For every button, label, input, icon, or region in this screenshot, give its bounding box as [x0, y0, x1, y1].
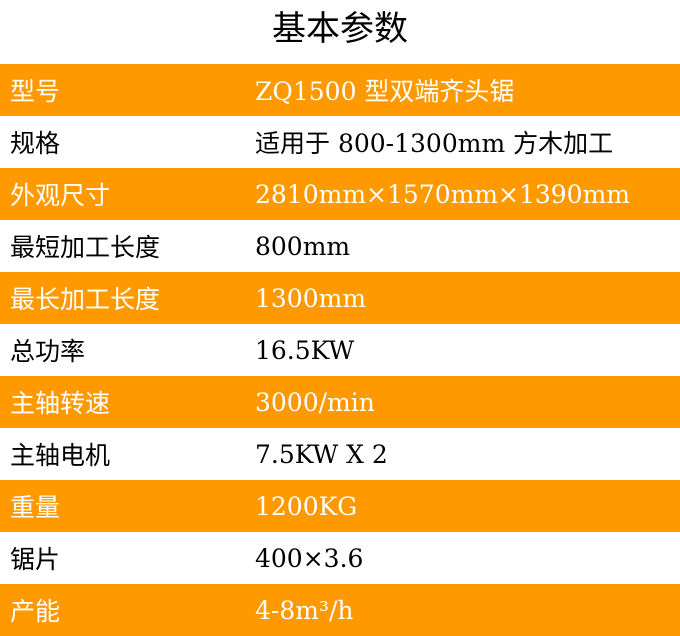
table-row: 主轴电机 7.5KW X 2	[0, 428, 680, 480]
spec-label: 外观尺寸	[10, 181, 111, 210]
spec-label: 规格	[10, 129, 61, 158]
spec-value: 4-8m³/h	[255, 595, 354, 625]
table-row: 规格 适用于 800-1300mm 方木加工	[0, 116, 680, 168]
spec-label: 总功率	[10, 337, 86, 366]
spec-value: 3000/min	[255, 387, 375, 417]
spec-label: 最短加工长度	[10, 233, 161, 262]
spec-value: 1300mm	[255, 283, 367, 313]
table-row: 重量 1200KG	[0, 480, 680, 532]
spec-label: 锯片	[10, 545, 61, 574]
spec-label: 产能	[10, 597, 61, 626]
spec-table: 型号 ZQ1500 型双端齐头锯规格 适用于 800-1300mm 方木加工外观尺寸…	[0, 64, 680, 636]
spec-value: 2810mm×1570mm×1390mm	[255, 179, 630, 209]
table-row: 总功率 16.5KW	[0, 324, 680, 376]
spec-value: 7.5KW X 2	[255, 439, 388, 469]
spec-label: 主轴转速	[10, 389, 111, 418]
spec-label: 型号	[10, 77, 61, 106]
spec-value: 1200KG	[255, 491, 358, 521]
table-row: 最长加工长度 1300mm	[0, 272, 680, 324]
spec-value: 800mm	[255, 231, 351, 261]
spec-value: 16.5KW	[255, 335, 355, 365]
spec-label: 最长加工长度	[10, 285, 161, 314]
spec-value: 适用于 800-1300mm 方木加工	[255, 129, 614, 158]
table-row: 锯片 400×3.6	[0, 532, 680, 584]
spec-value: ZQ1500 型双端齐头锯	[255, 77, 515, 106]
page-title: 基本参数	[272, 9, 408, 49]
spec-label: 重量	[10, 493, 61, 522]
table-row: 最短加工长度 800mm	[0, 220, 680, 272]
table-row: 外观尺寸 2810mm×1570mm×1390mm	[0, 168, 680, 220]
table-row: 产能 4-8m³/h	[0, 584, 680, 636]
spec-value: 400×3.6	[255, 543, 364, 573]
spec-label: 主轴电机	[10, 441, 111, 470]
table-row: 型号 ZQ1500 型双端齐头锯	[0, 64, 680, 116]
table-row: 主轴转速 3000/min	[0, 376, 680, 428]
